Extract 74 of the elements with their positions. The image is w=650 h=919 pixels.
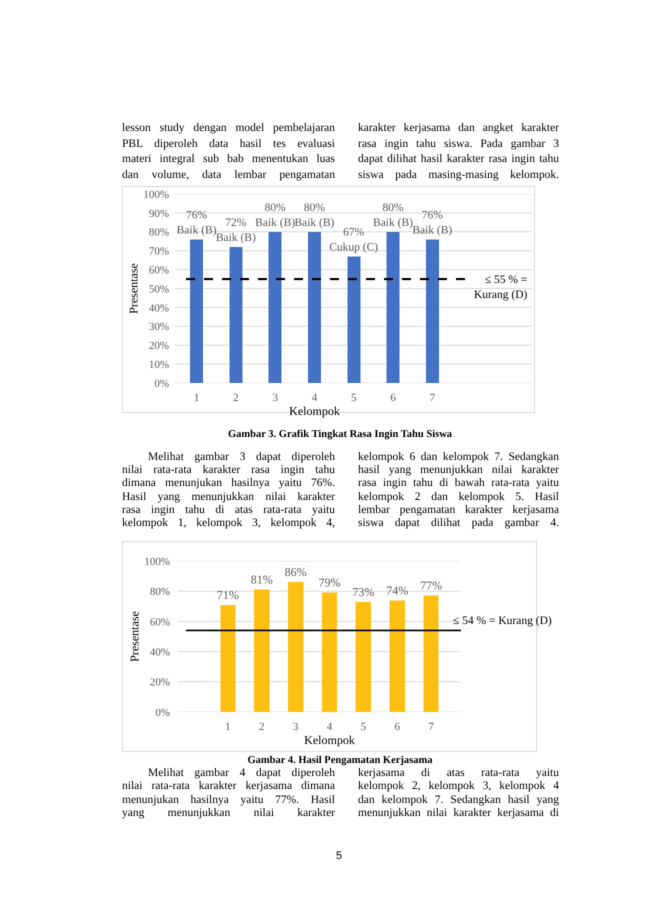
bar: [220, 604, 236, 712]
y-tick-label: 50%: [148, 283, 169, 296]
y-tick-label: 90%: [148, 208, 169, 220]
data-label: 76% Baik (B): [412, 209, 452, 236]
x-tick-label: 6: [394, 721, 400, 733]
x-tick-label: 1: [225, 721, 231, 733]
y-tick-label: 60%: [150, 616, 170, 628]
text: kelompok 6 dan kelompok 7. Sedangkan hasil yang menunjukkan nilai karakter rasa ingin tahu di bawah rata-rata yaitu kelompok 2 dan kelompok 5. Hasil lembar pengamatan karakter kerjasama siswa dapat dilihat pada gambar 4.: [358, 451, 559, 530]
y-tick-label: 100%: [144, 556, 170, 568]
y-tick-label: 0%: [154, 378, 169, 390]
bar: [386, 232, 400, 383]
ref-line-label: ≤ 55 % = Kurang (D): [474, 274, 528, 301]
bar: [347, 256, 360, 383]
bar: [254, 590, 270, 712]
bar: [308, 232, 321, 383]
x-tick-label: 6: [390, 392, 396, 404]
bar: [288, 582, 304, 712]
data-label: 80% Baik (B): [294, 202, 335, 229]
data-label: 77%: [420, 578, 442, 593]
y-tick-label: 10%: [148, 358, 169, 371]
data-label: 73%: [352, 584, 374, 599]
text: Melihat gambar 4 dapat diperoleh nilai rata-rata karakter kerjasama dimana menunjukan hasilnya yaitu 77%. Hasil yang menunjukkan nilai karakter: [122, 767, 335, 820]
bar: [190, 239, 204, 383]
y-axis-title: Presentase: [128, 611, 142, 662]
y-tick-label: 80%: [148, 226, 169, 239]
text: kerjasama di atas rata-rata yaitu kelompok 2, kelompok 3, kelompok 4 dan kelompok 7. Sedangkan hasil yang menunjukkan nilai karakter kerjasama di: [358, 767, 559, 820]
x-tick-label: 4: [326, 721, 333, 733]
data-label: 81%: [250, 572, 273, 587]
y-tick-label: 40%: [150, 646, 170, 658]
x-tick-label: 1: [194, 392, 200, 404]
x-tick-label: 5: [360, 721, 367, 733]
x-tick-label: 4: [312, 392, 318, 404]
x-tick-label: 7: [428, 721, 434, 733]
bar: [322, 592, 338, 712]
y-tick-label: 70%: [148, 246, 169, 258]
text: 5: [334, 849, 344, 863]
bar: [423, 596, 439, 712]
data-label: 80% Baik (B): [255, 202, 296, 229]
bar: [390, 600, 405, 712]
y-tick-label: 40%: [148, 302, 169, 314]
text: Gambar 3. Grafik Tingkat Rasa Ingin Tahu Siswa: [226, 428, 454, 440]
text: lesson study dengan model pembelajaran PBL diperoleh data hasil tes evaluasi materi integral sub bab menentukan luas dan volume, data lembar pengamatan: [122, 121, 335, 184]
y-tick-label: 60%: [148, 264, 169, 276]
data-label: 86%: [284, 565, 307, 580]
x-tick-label: 2: [233, 392, 239, 404]
x-tick-label: 7: [430, 392, 436, 404]
x-tick-label: 3: [292, 721, 299, 733]
y-tick-label: 20%: [148, 340, 169, 352]
x-axis-title: Kelompok: [304, 733, 355, 747]
y-tick-label: 30%: [148, 321, 169, 334]
data-label: 80% Baik (B): [373, 202, 414, 229]
data-label: 71%: [216, 588, 239, 602]
bar: [426, 239, 439, 383]
data-label: 67% Cukup (C): [329, 226, 378, 254]
bar: [229, 246, 242, 383]
x-tick-label: 3: [272, 392, 278, 404]
text: Gambar 4. Hasil Pengamatan Kerjasama: [246, 754, 434, 766]
y-tick-label: 0%: [155, 706, 170, 719]
text: karakter kerjasama dan angket karakter rasa ingin tahu siswa. Pada gambar 3 dapat dilihat hasil karakter rasa ingin tahu siswa pada masing-masing kelompok.: [358, 121, 559, 184]
x-tick-label: 5: [351, 392, 358, 404]
y-tick-label: 100%: [143, 188, 169, 201]
x-axis-title: Kelompok: [289, 404, 340, 418]
y-axis-title: Presentase: [126, 263, 141, 314]
data-label: 79%: [318, 576, 340, 590]
bar: [268, 232, 282, 383]
ref-line-label: ≤ 54 % = Kurang (D): [453, 615, 552, 627]
y-tick-label: 80%: [150, 586, 170, 598]
data-label: 72% Baik (B): [216, 216, 256, 244]
bar: [356, 602, 371, 712]
data-label: 74%: [386, 583, 408, 598]
data-label: 76% Baik (B): [176, 209, 217, 236]
x-tick-label: 2: [259, 721, 265, 733]
y-tick-label: 20%: [150, 676, 170, 689]
text: Melihat gambar 3 dapat diperoleh nilai rata-rata karakter rasa ingin tahu dimana menunjukan hasilnya yaitu 76%. Hasil yang menunjukkan nilai karakter rasa ingin tahu di atas rata-rata yaitu kelompok 1, kelompok 3, kelompok 4,: [122, 451, 335, 530]
